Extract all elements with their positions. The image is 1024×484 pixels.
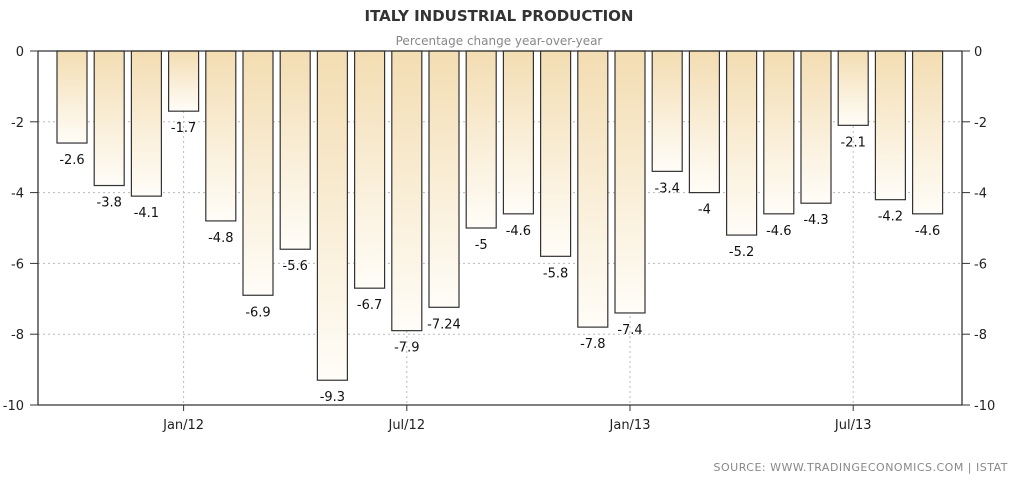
data-label: -5.8 <box>543 266 568 281</box>
data-label: -4.3 <box>803 213 828 228</box>
y-tick-label-left: -10 <box>3 399 24 414</box>
bar-jul-13 <box>837 50 869 126</box>
y-tick-label-right: -4 <box>974 187 987 202</box>
y-tick-label-right: 0 <box>974 45 982 60</box>
data-label: -7.24 <box>427 317 461 332</box>
bar-dec-12 <box>577 50 609 328</box>
chart-subtitle: Percentage change year-over-year <box>396 34 603 48</box>
source-note: SOURCE: WWW.TRADINGECONOMICS.COM | ISTAT <box>714 461 1008 474</box>
bar-jun-13 <box>800 50 832 204</box>
bars <box>56 50 944 381</box>
data-label: -2.1 <box>841 135 866 150</box>
data-label: -4.2 <box>878 210 903 225</box>
y-tick-label-left: -4 <box>11 187 24 202</box>
bar-aug-13 <box>874 50 907 201</box>
data-label: -4.1 <box>134 206 159 221</box>
bar-dec-11 <box>130 50 162 197</box>
data-label: -4 <box>698 203 711 218</box>
bar-sep-13 <box>911 50 944 215</box>
bar-feb-13 <box>651 50 683 172</box>
data-label: -2.6 <box>59 153 84 168</box>
bar-mar-12 <box>242 50 274 296</box>
data-label: -4.6 <box>506 224 531 239</box>
data-label: -7.9 <box>394 341 419 356</box>
y-tick-label-left: -2 <box>11 116 24 131</box>
data-labels: -2.6 -3.8 -4.1 -1.7 -4.8 -6.9 -5.6 -9.3 -6.7 -7.9… <box>59 121 940 405</box>
data-label: -7.4 <box>617 323 642 338</box>
y-tick-label-right: -2 <box>974 116 987 131</box>
bar-oct-11 <box>56 50 88 144</box>
y-tick-label-right: -6 <box>974 257 987 272</box>
tick-labels: 0 0 -2 -2 -4 -4 -6 -6 -8 -8 -10 -10 Jan/12 Jul/12 Jan/… <box>3 45 995 433</box>
bar-apr-13 <box>725 50 758 236</box>
x-tick-label: Jul/12 <box>387 418 425 433</box>
y-tick-label-right: -10 <box>974 399 995 414</box>
data-label: -4.6 <box>915 224 940 239</box>
data-label: -4.8 <box>208 231 233 246</box>
y-tick-label-right: -8 <box>974 328 987 343</box>
bar-jul-12 <box>391 50 423 332</box>
x-tick-label: Jul/13 <box>834 418 872 433</box>
bar-mar-13 <box>688 50 721 194</box>
data-label: -4.6 <box>766 224 791 239</box>
chart-title: ITALY INDUSTRIAL PRODUCTION <box>365 7 634 25</box>
data-label: -3.4 <box>655 181 680 196</box>
data-label: -6.9 <box>245 305 270 320</box>
bar-apr-12 <box>279 50 311 250</box>
data-label: -7.8 <box>580 337 605 352</box>
bar-sep-12 <box>465 50 497 229</box>
bar-nov-12 <box>539 50 572 257</box>
bar-oct-12 <box>502 50 534 215</box>
y-tick-label-left: -6 <box>11 257 24 272</box>
bar-jan-13 <box>614 50 646 314</box>
bar-jun-12 <box>354 50 386 289</box>
bar-may-12 <box>316 50 348 381</box>
data-label: -9.3 <box>320 390 345 405</box>
bar-nov-11 <box>93 50 125 187</box>
x-tick-label: Jan/12 <box>162 418 204 433</box>
data-label: -6.7 <box>357 298 382 313</box>
data-label: -5.6 <box>283 259 308 274</box>
data-label: -5 <box>475 238 488 253</box>
bar-may-13 <box>763 50 795 215</box>
bar-aug-12 <box>428 50 460 308</box>
data-label: -5.2 <box>729 245 754 260</box>
y-tick-label-left: 0 <box>16 45 24 60</box>
x-tick-label: Jan/13 <box>609 418 651 433</box>
bar-feb-12 <box>205 50 237 222</box>
data-label: -1.7 <box>171 121 196 136</box>
axes <box>30 50 970 411</box>
data-label: -3.8 <box>97 196 122 211</box>
y-tick-label-left: -8 <box>11 328 24 343</box>
bar-jan-12 <box>168 50 200 112</box>
